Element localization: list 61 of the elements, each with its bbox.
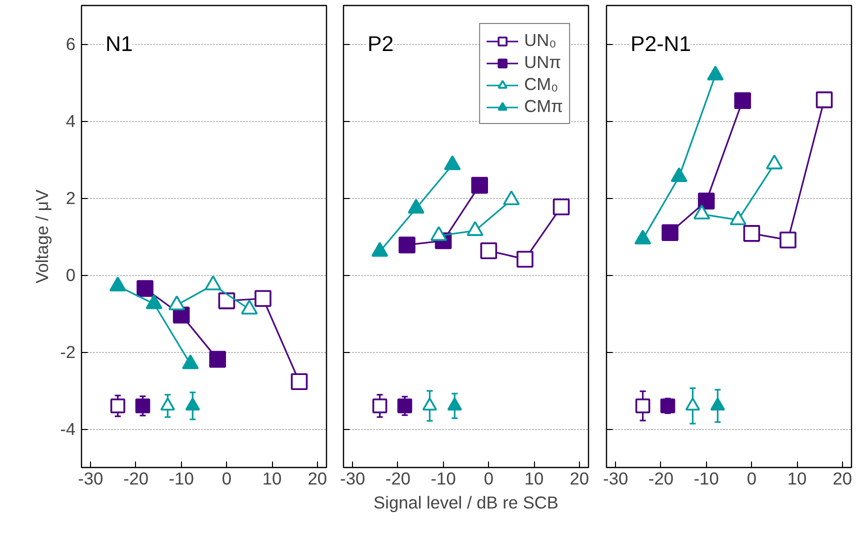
x-tick-label: 10 <box>524 468 544 488</box>
text: N1 <box>106 32 133 56</box>
point <box>662 224 678 242</box>
point <box>371 242 388 257</box>
point <box>660 398 676 414</box>
point <box>780 232 796 248</box>
x-tick-label: 0 <box>222 468 232 488</box>
x-tick-label: -20 <box>123 468 148 488</box>
point <box>480 242 498 260</box>
y-tick-label: 0 <box>66 265 76 285</box>
point <box>670 167 688 182</box>
legend-label: UN₀ <box>524 30 556 51</box>
x-tick-label: 10 <box>787 468 807 488</box>
point <box>706 66 724 80</box>
point <box>734 92 752 109</box>
y-tick-label: 4 <box>66 111 76 131</box>
x-tick-label: -30 <box>78 468 104 488</box>
point <box>730 210 746 226</box>
x-tick-label: -20 <box>648 468 674 488</box>
point <box>766 154 783 170</box>
point <box>444 155 461 170</box>
x-tick-label: -30 <box>340 468 366 488</box>
y-tick-label: -2 <box>60 342 76 362</box>
x-tick-label: -10 <box>430 468 456 488</box>
point <box>710 397 726 411</box>
text: P2 <box>368 32 394 56</box>
point <box>698 192 715 210</box>
point <box>466 221 484 236</box>
legend-label: CMπ <box>524 96 563 117</box>
point <box>516 250 534 268</box>
point <box>693 204 710 220</box>
x-tick-label: 0 <box>484 468 494 488</box>
point <box>502 190 520 206</box>
point <box>397 398 412 414</box>
x-tick-label: -10 <box>694 468 719 488</box>
point <box>408 198 424 214</box>
text: P2-N1 <box>630 32 691 56</box>
point <box>552 198 570 216</box>
y-tick-label: -4 <box>60 419 76 439</box>
point <box>398 236 416 254</box>
y-tick-label: 6 <box>66 34 76 54</box>
x-tick-label: 20 <box>832 468 852 488</box>
x-tick-label: 20 <box>308 468 328 488</box>
legend-label: UNπ <box>524 52 562 73</box>
legend-label: CM₀ <box>524 74 558 95</box>
y-tick-label: 2 <box>66 188 76 208</box>
x-tick-label: -20 <box>385 468 410 488</box>
y-axis-title: Voltage / μV <box>32 189 52 284</box>
x-tick-label: 0 <box>746 468 757 488</box>
point <box>743 225 760 242</box>
point <box>372 398 388 414</box>
x-tick-label: -30 <box>603 468 628 488</box>
x-tick-label: -10 <box>168 468 194 488</box>
x-axis-title: Signal level / dB re SCB <box>374 492 558 512</box>
point <box>634 230 652 244</box>
x-tick-label: 10 <box>262 468 282 488</box>
point <box>430 226 448 241</box>
x-tick-label: 20 <box>570 468 590 488</box>
point <box>816 91 833 108</box>
point <box>685 397 700 411</box>
point <box>635 398 650 414</box>
